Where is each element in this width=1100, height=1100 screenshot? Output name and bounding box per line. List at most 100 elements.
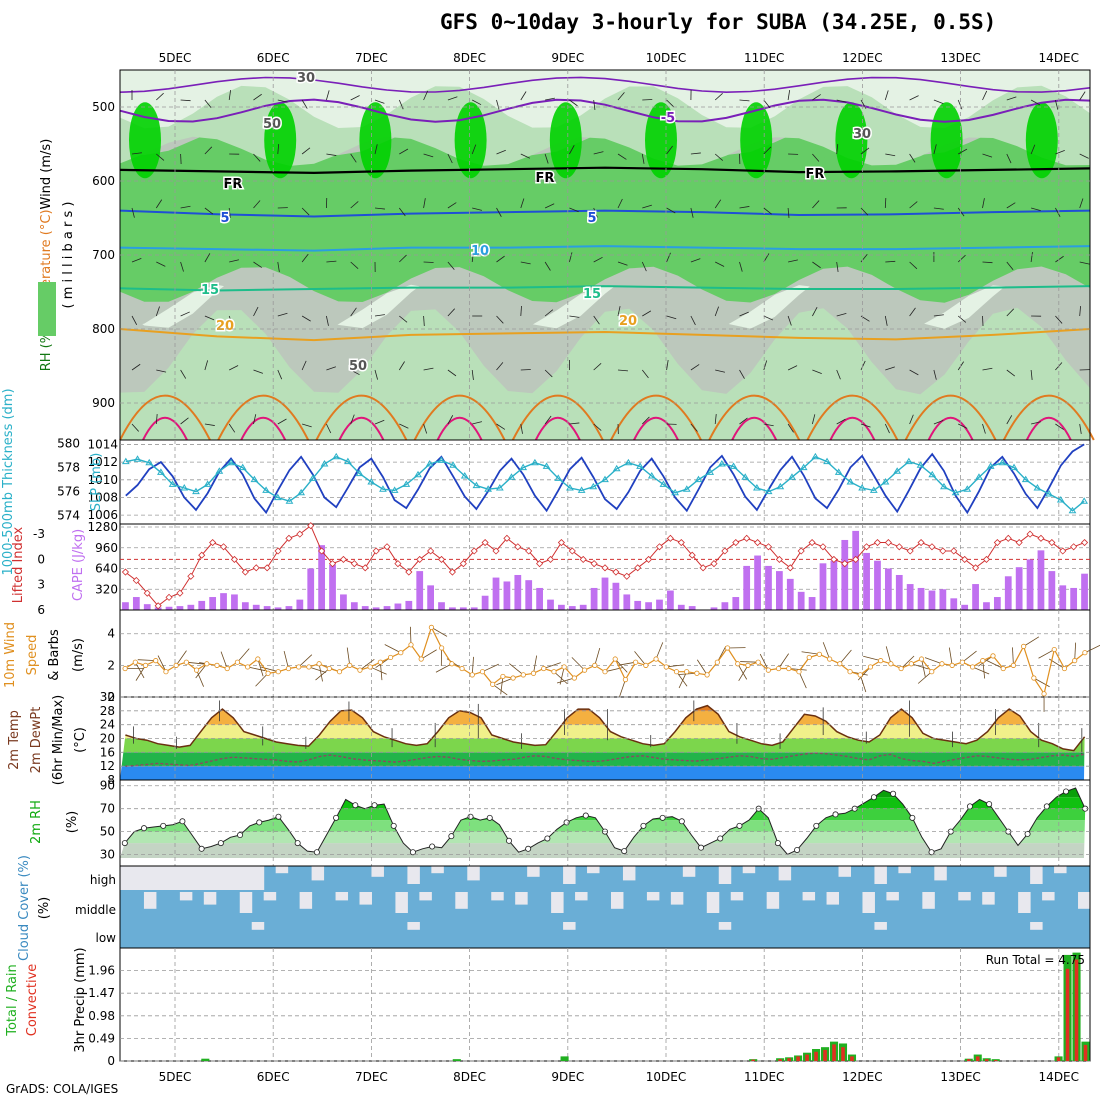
rh-blob-bright xyxy=(454,102,487,179)
wind-barb-10m xyxy=(696,659,708,676)
cape-bar xyxy=(667,590,674,610)
wind-speed-point xyxy=(847,669,853,675)
temp-band xyxy=(120,724,1085,739)
lifted-index-point xyxy=(285,534,293,542)
wind-barb xyxy=(909,307,916,317)
wind-barb xyxy=(374,369,378,380)
lifted-index-point xyxy=(852,555,860,563)
lifted-index-point xyxy=(252,564,260,572)
wind-barb xyxy=(374,144,378,155)
wind-speed-point xyxy=(633,659,639,665)
wind-barb xyxy=(301,253,309,263)
wind-barb xyxy=(1030,252,1033,263)
rh-point xyxy=(525,845,532,852)
wind-barb xyxy=(398,361,405,371)
wind-barb xyxy=(812,369,822,374)
wind-speed-point xyxy=(275,669,281,675)
wind-ylabel-2: Speed xyxy=(25,635,40,676)
wind-barb xyxy=(496,362,504,371)
wind-barb xyxy=(374,419,385,425)
cloud-gap xyxy=(431,866,444,874)
thickness-point xyxy=(986,462,995,469)
contour-label: FR xyxy=(536,171,555,186)
wind-speed-point xyxy=(449,661,455,667)
cape-bar xyxy=(503,581,511,610)
wind-barb xyxy=(520,423,523,434)
precip-ytick-label: 1.96 xyxy=(88,964,115,978)
lifted-index-point xyxy=(1048,538,1056,547)
temp-ytick-label: 32 xyxy=(100,690,115,704)
thickness-point xyxy=(963,485,972,492)
isotherm-25-arc xyxy=(413,394,506,441)
lifted-index-point xyxy=(372,547,380,555)
wind-barb xyxy=(1079,198,1084,209)
thickness-point xyxy=(1021,475,1030,483)
wind-barb xyxy=(253,93,262,101)
rh-point xyxy=(505,837,512,844)
wind-barb xyxy=(204,146,213,155)
wind-barb xyxy=(957,99,963,110)
wind-barb-10m xyxy=(921,658,926,677)
wind-barb xyxy=(471,369,474,380)
rh-point xyxy=(429,843,436,850)
wind-barb xyxy=(909,369,919,376)
lifted-index-point xyxy=(492,547,500,555)
wind-barb xyxy=(690,423,698,432)
rh-point xyxy=(890,790,897,797)
rh-point xyxy=(928,849,935,856)
wind-barb xyxy=(593,99,596,110)
wind-barb xyxy=(617,92,625,101)
wind-barb xyxy=(520,91,527,101)
wind-speed-point xyxy=(980,658,986,664)
rh-blob-bright xyxy=(129,102,161,179)
cloud-gap xyxy=(682,866,696,877)
wind-barb xyxy=(155,306,160,317)
wind-barb xyxy=(544,309,554,317)
wind-barb xyxy=(496,149,506,155)
cloud-gap xyxy=(143,866,157,890)
cape-bar xyxy=(416,571,424,610)
wind-barb-10m xyxy=(237,648,250,663)
wind-barb xyxy=(739,311,749,317)
wind-barb-10m xyxy=(1023,636,1040,647)
cloud-gap xyxy=(311,866,325,881)
wind-barb xyxy=(1079,306,1081,317)
cape-bar xyxy=(143,604,151,610)
wind-barb xyxy=(180,369,187,379)
wind-barb xyxy=(156,369,167,373)
wind-barb xyxy=(787,365,798,371)
cloud-gap xyxy=(263,892,277,901)
date-label-top: 6DEC xyxy=(257,51,290,65)
wind-barb-10m xyxy=(135,665,146,681)
wind-speed-point xyxy=(551,669,557,675)
wind-barb xyxy=(253,306,259,317)
wind-speed-point xyxy=(367,664,373,670)
cloud-gap xyxy=(191,866,205,890)
thickness-point xyxy=(799,463,808,471)
cloud-gap xyxy=(1042,892,1055,901)
cape-bar xyxy=(350,602,358,610)
lifted-index-point xyxy=(459,560,467,568)
cape-bar xyxy=(797,591,805,610)
temp-ylabel-1: 2m Temp xyxy=(7,710,22,770)
cloud-gap xyxy=(622,866,636,881)
temp-ylabel-4: (°C) xyxy=(73,727,88,753)
rh-point xyxy=(986,801,993,808)
wind-speed-point xyxy=(255,656,261,662)
wind-barb xyxy=(617,198,623,209)
cape-bar xyxy=(950,598,958,610)
rh-point xyxy=(352,802,359,809)
temp-band xyxy=(120,766,1085,780)
lifted-index-point xyxy=(590,560,598,568)
wind-barb xyxy=(884,90,889,101)
rh-point xyxy=(563,819,570,826)
wind-barb xyxy=(933,207,944,210)
lifted-index-point xyxy=(219,543,228,551)
wind-barb-10m xyxy=(175,650,187,666)
cape-bar xyxy=(993,597,1001,610)
wind-barb xyxy=(666,252,671,263)
wind-barb xyxy=(1006,308,1015,317)
upper-ytick-label: 500 xyxy=(92,100,115,114)
wind-barb xyxy=(569,252,573,263)
wind-speed-point xyxy=(786,665,792,672)
